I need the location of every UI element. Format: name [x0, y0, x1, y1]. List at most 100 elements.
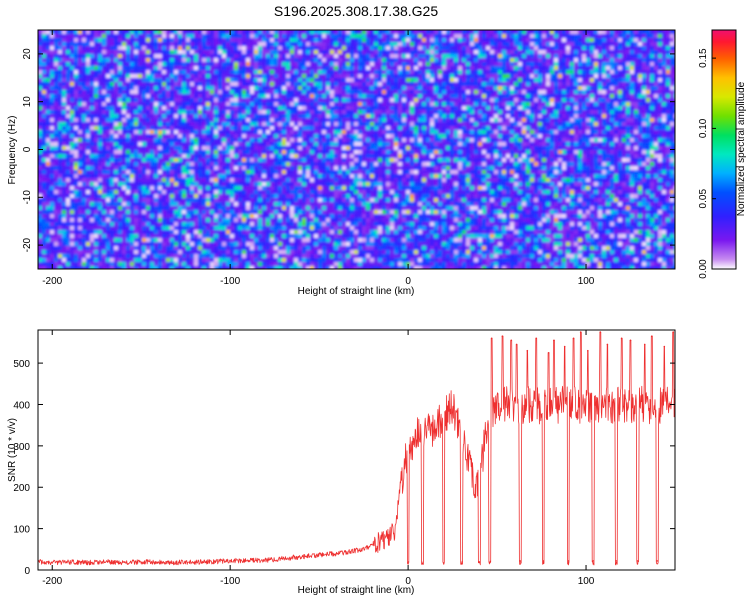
heatmap-cell: [54, 42, 58, 46]
heatmap-cell: [114, 54, 118, 58]
heatmap-cell: [438, 86, 442, 90]
heatmap-cell: [638, 122, 642, 126]
heatmap-cell: [466, 30, 470, 34]
heatmap-cell: [46, 50, 50, 54]
heatmap-cell: [70, 90, 74, 94]
heatmap-cell: [258, 122, 262, 126]
heatmap-cell: [166, 142, 170, 146]
heatmap-cell: [310, 138, 314, 142]
heatmap-cell: [226, 34, 230, 38]
heatmap-cell: [230, 66, 234, 70]
heatmap-cell: [238, 102, 242, 106]
heatmap-cell: [574, 90, 578, 94]
heatmap-cell: [382, 142, 386, 146]
heatmap-cell: [382, 54, 386, 58]
heatmap-cell: [110, 54, 114, 58]
heatmap-cell: [426, 82, 430, 86]
heatmap-cell: [470, 146, 474, 150]
heatmap-cell: [78, 134, 82, 138]
heatmap-cell: [258, 38, 262, 42]
heatmap-cell: [514, 42, 518, 46]
heatmap-cell: [210, 94, 214, 98]
heatmap-cell: [462, 58, 466, 62]
heatmap-cell: [422, 118, 426, 122]
heatmap-cell: [574, 86, 578, 90]
heatmap-cell: [278, 130, 282, 134]
heatmap-cell: [142, 98, 146, 102]
heatmap-cell: [486, 62, 490, 66]
heatmap-cell: [246, 42, 250, 46]
heatmap-cell: [50, 82, 54, 86]
heatmap-cell: [542, 74, 546, 78]
heatmap-cell: [434, 70, 438, 74]
heatmap-cell: [510, 122, 514, 126]
heatmap-cell: [118, 106, 122, 110]
heatmap-cell: [50, 50, 54, 54]
heatmap-cell: [562, 34, 566, 38]
heatmap-cell: [214, 142, 218, 146]
heatmap-cell: [662, 38, 666, 42]
heatmap-cell: [570, 78, 574, 82]
heatmap-cell: [390, 66, 394, 70]
heatmap-cell: [522, 42, 526, 46]
heatmap-cell: [474, 90, 478, 94]
heatmap-cell: [538, 78, 542, 82]
heatmap-cell: [290, 50, 294, 54]
heatmap-cell: [338, 46, 342, 50]
heatmap-cell: [386, 118, 390, 122]
heatmap-cell: [390, 94, 394, 98]
heatmap-cell: [414, 86, 418, 90]
heatmap-cell: [614, 138, 618, 142]
heatmap-cell: [214, 98, 218, 102]
heatmap-cell: [106, 38, 110, 42]
heatmap-cell: [282, 42, 286, 46]
heatmap-cell: [530, 58, 534, 62]
heatmap-cell: [142, 82, 146, 86]
heatmap-cell: [66, 138, 70, 142]
heatmap-cell: [170, 34, 174, 38]
heatmap-cell: [114, 30, 118, 34]
heatmap-cell: [274, 54, 278, 58]
heatmap-cell: [466, 130, 470, 134]
heatmap-cell: [114, 142, 118, 146]
heatmap-cell: [622, 38, 626, 42]
heatmap-cell: [422, 78, 426, 82]
heatmap-cell: [634, 50, 638, 54]
heatmap-cell: [666, 66, 670, 70]
heatmap-cell: [42, 142, 46, 146]
heatmap-cell: [314, 82, 318, 86]
heatmap-cell: [466, 98, 470, 102]
heatmap-cell: [106, 46, 110, 50]
heatmap-cell: [654, 74, 658, 78]
heatmap-cell: [266, 146, 270, 150]
heatmap-cell: [534, 74, 538, 78]
heatmap-cell: [586, 46, 590, 50]
heatmap-cell: [342, 50, 346, 54]
heatmap-cell: [578, 102, 582, 106]
heatmap-cell: [558, 142, 562, 146]
heatmap-cell: [654, 118, 658, 122]
heatmap-cell: [334, 126, 338, 130]
heatmap-cell: [110, 122, 114, 126]
heatmap-cell: [50, 90, 54, 94]
heatmap-cell: [110, 46, 114, 50]
heatmap-cell: [294, 118, 298, 122]
heatmap-cell: [426, 90, 430, 94]
heatmap-cell: [426, 94, 430, 98]
heatmap-cell: [286, 102, 290, 106]
heatmap-cell: [214, 34, 218, 38]
heatmap-cell: [298, 62, 302, 66]
heatmap-cell: [366, 142, 370, 146]
heatmap-cell: [318, 122, 322, 126]
heatmap-cell: [330, 58, 334, 62]
heatmap-cell: [494, 138, 498, 142]
heatmap-cell: [254, 86, 258, 90]
heatmap-cell: [286, 126, 290, 130]
heatmap-cell: [270, 46, 274, 50]
heatmap-cell: [526, 30, 530, 34]
heatmap-cell: [342, 102, 346, 106]
heatmap-cell: [450, 106, 454, 110]
heatmap-cell: [182, 126, 186, 130]
heatmap-cell: [658, 82, 662, 86]
heatmap-cell: [306, 110, 310, 114]
